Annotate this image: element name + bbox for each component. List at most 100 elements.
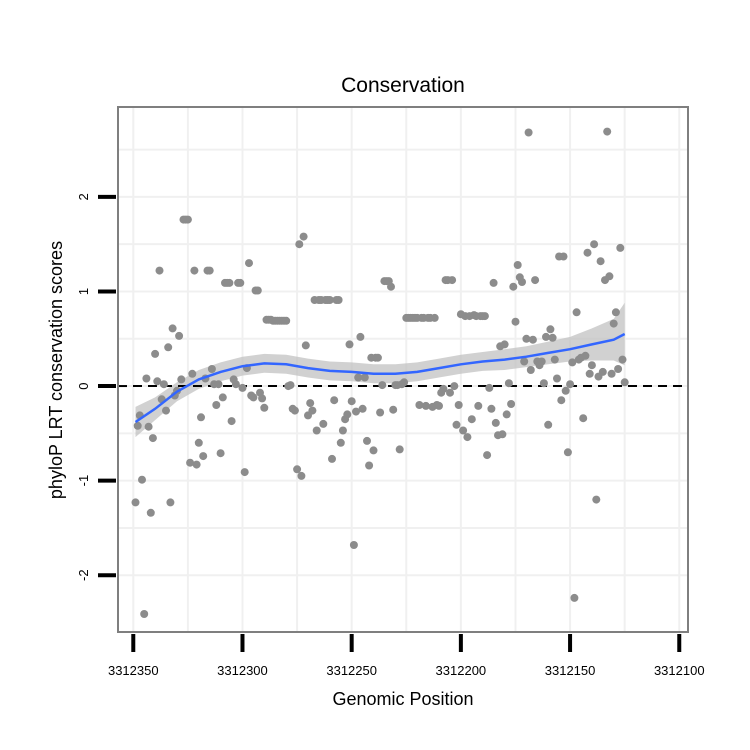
data-point bbox=[356, 332, 365, 341]
data-point bbox=[308, 406, 317, 415]
data-point bbox=[155, 266, 164, 275]
data-point bbox=[616, 243, 625, 252]
data-point bbox=[207, 365, 216, 373]
data-point bbox=[378, 381, 387, 390]
data-point bbox=[142, 374, 151, 383]
data-point bbox=[212, 401, 221, 409]
data-point bbox=[216, 449, 225, 458]
data-point bbox=[563, 448, 572, 457]
data-point bbox=[546, 325, 555, 334]
data-point bbox=[448, 276, 457, 285]
data-point bbox=[605, 272, 614, 281]
data-point bbox=[293, 465, 302, 474]
data-point bbox=[140, 610, 149, 618]
data-point bbox=[480, 312, 489, 321]
data-point bbox=[522, 334, 531, 343]
data-point bbox=[299, 232, 308, 241]
data-point bbox=[227, 417, 236, 426]
data-point bbox=[520, 357, 529, 366]
data-point bbox=[352, 407, 360, 416]
data-point bbox=[524, 128, 533, 137]
y-axis-ticks: -2 -1 0 1 2 bbox=[76, 193, 116, 581]
data-point bbox=[435, 401, 443, 410]
data-point bbox=[349, 541, 358, 549]
confidence-band-layer bbox=[135, 302, 625, 438]
y-tick-label: 1 bbox=[76, 288, 91, 295]
data-point bbox=[238, 383, 247, 392]
data-point bbox=[618, 355, 627, 364]
data-point bbox=[183, 215, 192, 224]
data-point bbox=[485, 383, 494, 392]
data-point bbox=[131, 498, 140, 507]
data-point bbox=[557, 396, 566, 405]
data-point bbox=[354, 373, 363, 382]
data-point bbox=[430, 313, 439, 322]
data-point bbox=[325, 296, 334, 304]
data-point bbox=[568, 358, 577, 367]
data-point bbox=[343, 410, 352, 419]
data-point bbox=[387, 282, 395, 291]
data-point bbox=[607, 369, 616, 378]
data-point bbox=[338, 426, 347, 435]
data-point bbox=[579, 414, 588, 423]
data-point bbox=[463, 433, 472, 442]
data-point bbox=[197, 413, 205, 422]
data-point bbox=[363, 436, 371, 445]
data-point bbox=[585, 369, 594, 378]
data-point bbox=[330, 396, 339, 405]
data-point bbox=[450, 382, 459, 391]
data-point bbox=[164, 343, 173, 352]
data-point bbox=[572, 308, 581, 317]
data-point bbox=[345, 340, 354, 349]
data-point bbox=[186, 458, 195, 467]
data-point bbox=[395, 445, 404, 454]
plot-panel-border bbox=[117, 106, 689, 633]
data-point bbox=[487, 404, 496, 413]
data-point bbox=[583, 248, 592, 257]
data-point bbox=[347, 397, 356, 406]
data-point bbox=[531, 276, 540, 285]
data-point bbox=[537, 357, 546, 366]
data-point bbox=[148, 434, 157, 443]
data-point bbox=[162, 406, 170, 415]
data-point bbox=[570, 593, 579, 602]
data-point bbox=[559, 252, 568, 261]
data-point bbox=[603, 127, 612, 136]
data-point bbox=[225, 278, 234, 287]
data-point bbox=[539, 379, 548, 388]
data-point bbox=[542, 332, 550, 341]
data-point bbox=[177, 375, 186, 384]
data-point bbox=[336, 438, 345, 447]
smooth-line bbox=[134, 332, 626, 424]
data-point bbox=[192, 460, 201, 469]
data-point bbox=[454, 401, 463, 409]
data-point bbox=[550, 355, 559, 364]
data-point bbox=[166, 498, 175, 507]
chart-title: Conservation bbox=[341, 74, 465, 97]
data-point bbox=[260, 403, 269, 412]
data-point bbox=[590, 240, 599, 249]
x-axis-ticks: 3312350 3312300 3312250 3312200 3312150 33121… bbox=[108, 634, 705, 678]
data-point bbox=[290, 406, 299, 415]
data-point bbox=[334, 296, 343, 304]
data-point bbox=[467, 415, 476, 424]
data-point bbox=[373, 353, 382, 362]
y-tick-label: -2 bbox=[76, 569, 91, 581]
data-point bbox=[297, 471, 306, 480]
data-point bbox=[236, 278, 245, 287]
x-tick-label: 3312300 bbox=[217, 663, 268, 678]
data-point bbox=[249, 393, 258, 402]
y-tick-label: 2 bbox=[76, 193, 91, 200]
x-tick-label: 3312350 bbox=[108, 663, 159, 678]
data-point bbox=[312, 426, 321, 435]
data-point bbox=[286, 381, 295, 390]
data-point bbox=[596, 257, 605, 266]
data-point bbox=[609, 319, 618, 328]
data-point bbox=[389, 405, 398, 414]
data-point bbox=[620, 378, 629, 387]
data-point bbox=[502, 410, 511, 419]
data-points-layer bbox=[131, 127, 629, 618]
data-point bbox=[592, 495, 601, 504]
data-point bbox=[474, 401, 483, 410]
data-point bbox=[400, 378, 409, 387]
